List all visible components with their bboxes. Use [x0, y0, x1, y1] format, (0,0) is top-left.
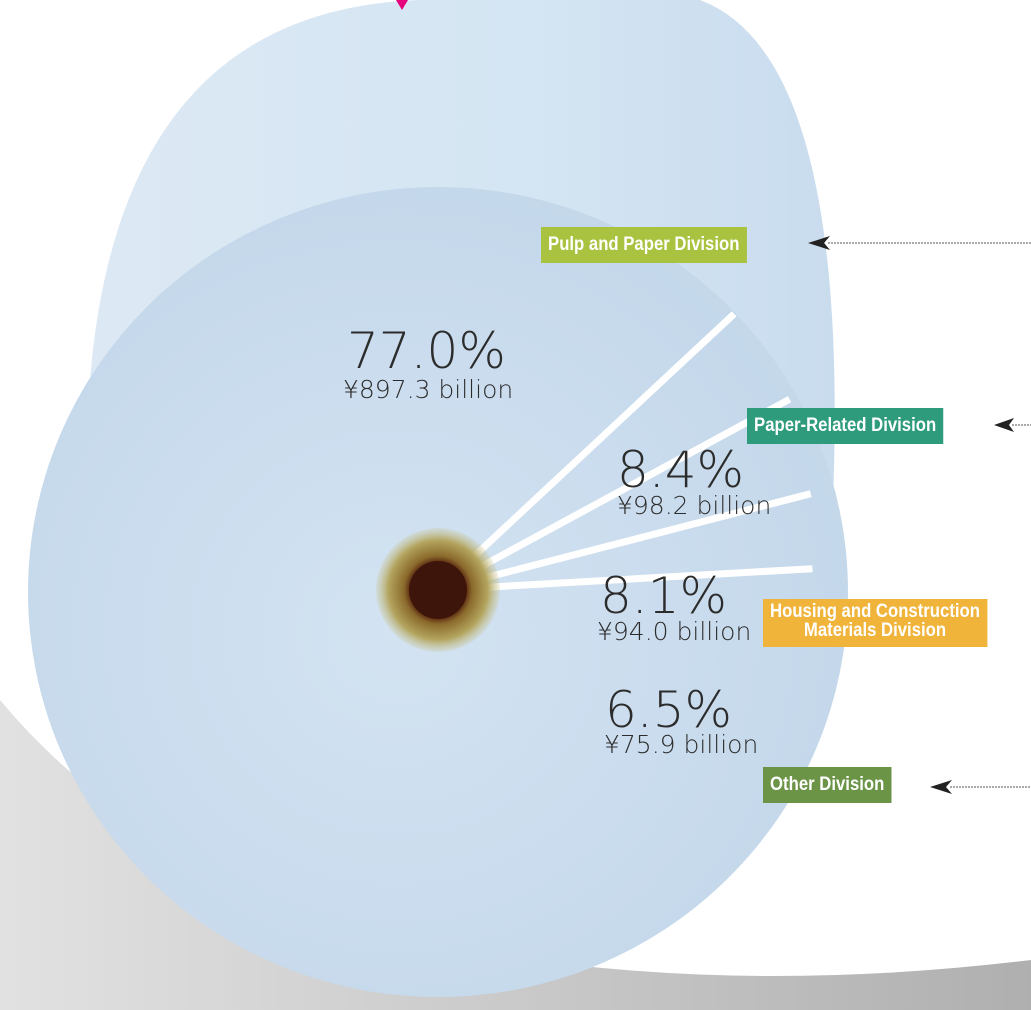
legend-label-pulp: Pulp and Paper Division [541, 227, 747, 263]
pointer-arrows [808, 236, 1031, 794]
arrow-paperrel-head [994, 418, 1014, 432]
slice-divider-line-4 [437, 565, 813, 594]
slice-dividers [435, 311, 813, 594]
legend-label-other: Other Division [763, 767, 892, 803]
arrow-pulp-head [808, 236, 830, 250]
legend-label-paper-related: Paper-Related Division [747, 408, 944, 444]
pct-other: 6.5% [605, 681, 732, 739]
slice-divider-line-2 [436, 396, 792, 594]
pct-paperrel: 8.4% [617, 441, 744, 499]
pct-housing: 8.1% [600, 567, 727, 625]
marker-triangle [396, 0, 408, 10]
arrow-other-head [930, 780, 952, 794]
legend-label-housing-line2: Materials Division [803, 620, 947, 641]
roll-core-hole [409, 561, 467, 619]
legend-label-housing: Housing and Construction Materials Divis… [763, 599, 988, 647]
slice-divider-line-1 [435, 311, 737, 593]
legend-label-housing-line1: Housing and Construction [770, 601, 980, 622]
slice-values: 77.0% ¥897.3 billion 8.4% ¥98.2 billion … [343, 322, 771, 759]
slice-divider-line-3 [437, 490, 812, 594]
amt-pulp: ¥897.3 billion [343, 375, 513, 404]
amt-housing: ¥94.0 billion [597, 617, 751, 646]
pct-pulp: 77.0% [347, 322, 506, 380]
amt-other: ¥75.9 billion [604, 730, 758, 759]
amt-paperrel: ¥98.2 billion [617, 491, 771, 520]
